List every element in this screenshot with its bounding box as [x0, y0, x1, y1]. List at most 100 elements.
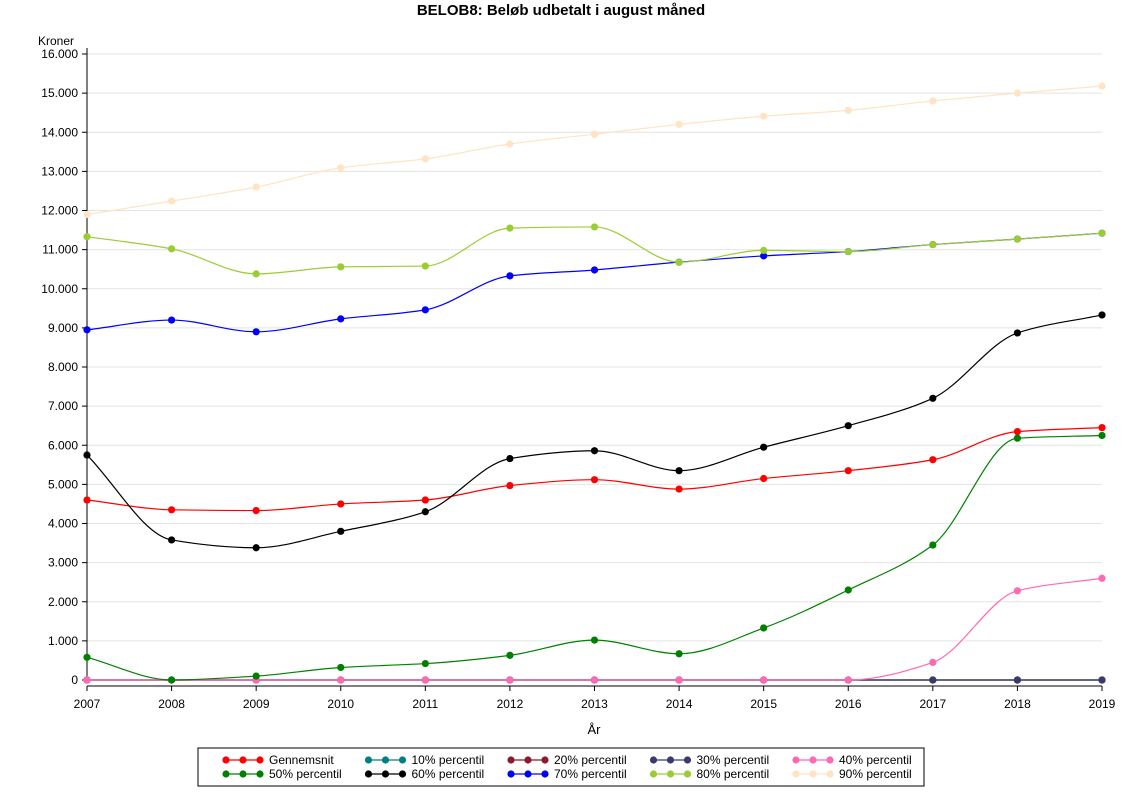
data-point: [421, 262, 429, 270]
legend-label: 40% percentil: [839, 753, 912, 767]
x-tick-label: 2017: [919, 697, 946, 711]
legend: Gennemsnit 10% percentil 20% percentil 30% …: [197, 747, 925, 787]
x-tick-label: 2018: [1004, 697, 1031, 711]
data-point: [844, 422, 852, 430]
legend-box: [197, 747, 925, 787]
data-point: [929, 658, 937, 666]
y-tick-label: 14.000: [41, 125, 78, 139]
data-point: [760, 474, 768, 483]
y-tick-label: 15.000: [41, 86, 78, 100]
data-point: [1098, 431, 1106, 440]
x-tick-label: 2016: [835, 697, 862, 711]
legend-swatch-marker: [683, 756, 692, 764]
data-point: [844, 247, 852, 256]
data-point: [1098, 424, 1106, 432]
y-tick-label: 9.000: [48, 321, 78, 335]
legend-label: 80% percentil: [697, 767, 770, 781]
legend-item-70pct-percentil: 70% percentil: [507, 767, 627, 781]
legend-swatch-marker: [256, 756, 264, 764]
data-point: [83, 451, 91, 459]
y-tick-label: 2.000: [48, 595, 78, 609]
series-line: [86, 427, 1103, 512]
data-point: [1098, 676, 1106, 684]
x-tick-label: 2009: [243, 697, 270, 711]
x-tick-label: 2010: [327, 697, 354, 711]
series-line: [86, 232, 1103, 333]
data-point: [337, 315, 345, 323]
y-tick-label: 13.000: [41, 164, 78, 178]
data-point: [1098, 229, 1106, 237]
data-point: [675, 467, 683, 475]
data-point: [252, 270, 260, 278]
data-point: [1013, 89, 1022, 97]
y-tick-label: 3.000: [48, 556, 78, 570]
data-point: [506, 676, 514, 684]
data-point: [421, 496, 429, 504]
legend-label: Gennemsnit: [269, 753, 334, 767]
data-point: [760, 246, 768, 255]
y-tick-label: 6.000: [48, 438, 78, 452]
legend-item-40pct-percentil: 40% percentil: [792, 753, 912, 767]
series-line: [86, 314, 1103, 549]
x-tick-label: 2008: [158, 697, 185, 711]
data-point: [1013, 676, 1022, 684]
data-point: [421, 155, 429, 163]
y-tick-label: 5.000: [48, 477, 78, 491]
data-point: [590, 476, 599, 484]
data-point: [929, 97, 937, 105]
data-point: [167, 676, 176, 684]
data-point: [167, 197, 176, 205]
data-point: [675, 485, 683, 493]
data-point: [929, 240, 937, 249]
legend-swatch-marker: [683, 770, 692, 778]
data-point: [337, 676, 345, 684]
legend-swatch-marker: [809, 770, 817, 778]
legend-label: 50% percentil: [269, 767, 342, 781]
legend-item-60pct-percentil: 60% percentil: [364, 767, 484, 781]
series-line: [86, 85, 1103, 216]
data-point: [506, 224, 514, 232]
data-point: [1098, 311, 1106, 319]
series-70pct-percentil: [83, 229, 1106, 336]
data-point: [590, 130, 599, 138]
y-tick-label: 12.000: [41, 204, 78, 218]
data-point: [929, 456, 937, 464]
y-tick-label: 11.000: [42, 243, 78, 257]
data-point: [83, 653, 91, 661]
series-50pct-percentil: [83, 431, 1106, 684]
legend-item-90pct-percentil: 90% percentil: [792, 767, 912, 781]
legend-label: 90% percentil: [839, 767, 912, 781]
legend-label: 70% percentil: [554, 767, 627, 781]
data-point: [506, 140, 514, 148]
data-point: [167, 316, 176, 324]
data-point: [590, 636, 599, 644]
data-point: [252, 183, 260, 191]
legend-swatch-marker: [524, 756, 532, 764]
legend-label: 20% percentil: [554, 753, 627, 767]
series-90pct-percentil: [83, 82, 1106, 219]
y-tick-label: 8.000: [48, 360, 78, 374]
x-tick-label: 2013: [581, 697, 608, 711]
data-point: [760, 443, 768, 451]
legend-swatch-marker: [541, 770, 549, 778]
x-tick-label: 2007: [74, 697, 101, 711]
data-point: [1013, 587, 1022, 595]
legend-item-gennemsnit: Gennemsnit: [222, 753, 334, 767]
data-point: [1098, 82, 1106, 90]
data-point: [590, 676, 599, 684]
data-point: [167, 536, 176, 544]
axes: 0 1.000 2.000 3.000 4.000 5.000 6.000 7.000 8.00…: [41, 47, 1115, 711]
data-point: [1013, 434, 1022, 442]
data-point: [844, 106, 852, 114]
legend-swatch-marker: [792, 770, 800, 778]
y-tick-label: 16.000: [41, 47, 78, 61]
x-tick-label: 2015: [750, 697, 777, 711]
x-tick-label: 2011: [412, 697, 438, 711]
legend-item-20pct-percentil: 20% percentil: [507, 753, 627, 767]
data-point: [337, 527, 345, 535]
legend-swatch-marker: [826, 770, 834, 778]
data-point: [1013, 235, 1022, 243]
data-point: [83, 233, 91, 241]
legend-swatch-marker: [222, 756, 230, 764]
series-line: [87, 577, 1103, 681]
